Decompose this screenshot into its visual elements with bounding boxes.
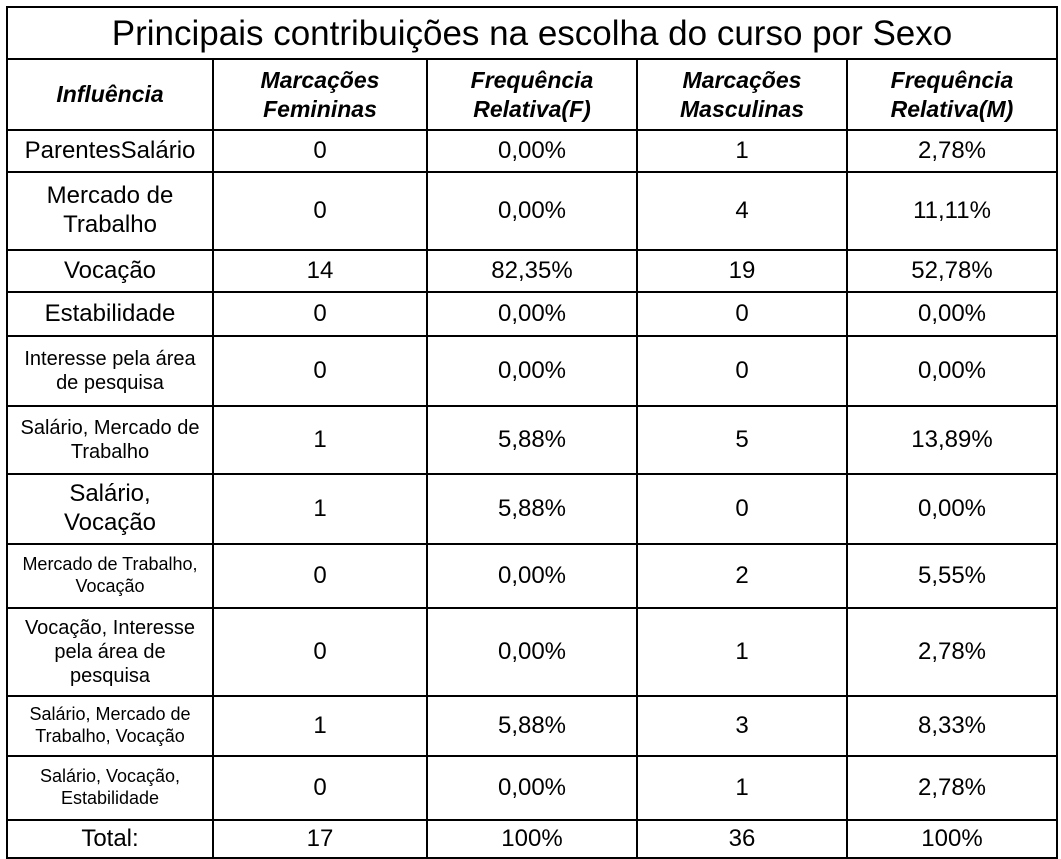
cell-freq-m: 5,55% (846, 543, 1058, 609)
cell-fem: 0 (212, 607, 428, 697)
cell-fem: 0 (212, 543, 428, 609)
total-label: Total: (6, 819, 214, 859)
data-table: Principais contribuições na escolha do c… (6, 6, 1058, 859)
cell-freq-m: 0,00% (846, 473, 1058, 545)
cell-masc: 0 (636, 291, 848, 337)
cell-freq-f: 0,00% (426, 543, 638, 609)
cell-freq-f: 0,00% (426, 755, 638, 821)
cell-masc: 3 (636, 695, 848, 757)
row-label: Vocação (6, 249, 214, 293)
table-row: Salário, Vocação 1 5,88% 0 0,00% (6, 473, 1058, 545)
row-label: ParentesSalário (6, 129, 214, 173)
cell-masc: 1 (636, 755, 848, 821)
total-freq-f: 100% (426, 819, 638, 859)
cell-freq-m: 0,00% (846, 335, 1058, 407)
cell-masc: 0 (636, 335, 848, 407)
cell-masc: 2 (636, 543, 848, 609)
cell-fem: 0 (212, 755, 428, 821)
table-row: Interesse pela área de pesquisa 0 0,00% … (6, 335, 1058, 407)
cell-freq-m: 11,11% (846, 171, 1058, 251)
table-row: Salário, Mercado de Trabalho, Vocação 1 … (6, 695, 1058, 757)
cell-freq-f: 5,88% (426, 405, 638, 475)
cell-fem: 0 (212, 335, 428, 407)
row-label: Salário, Vocação, Estabilidade (6, 755, 214, 821)
cell-freq-f: 5,88% (426, 695, 638, 757)
total-row: Total: 17 100% 36 100% (6, 819, 1058, 859)
cell-fem: 0 (212, 129, 428, 173)
cell-fem: 0 (212, 171, 428, 251)
cell-freq-m: 2,78% (846, 129, 1058, 173)
cell-freq-f: 0,00% (426, 171, 638, 251)
table-row: Estabilidade 0 0,00% 0 0,00% (6, 291, 1058, 337)
cell-freq-m: 2,78% (846, 755, 1058, 821)
total-masc: 36 (636, 819, 848, 859)
row-label: Interesse pela área de pesquisa (6, 335, 214, 407)
header-marcacoes-femininas: Marcações Femininas (212, 58, 428, 131)
cell-freq-f: 0,00% (426, 607, 638, 697)
cell-masc: 1 (636, 607, 848, 697)
row-label: Mercado de Trabalho (6, 171, 214, 251)
cell-fem: 0 (212, 291, 428, 337)
cell-freq-m: 2,78% (846, 607, 1058, 697)
table-row: Vocação 14 82,35% 19 52,78% (6, 249, 1058, 293)
cell-freq-f: 82,35% (426, 249, 638, 293)
header-frequencia-relativa-f: Frequência Relativa(F) (426, 58, 638, 131)
cell-freq-f: 5,88% (426, 473, 638, 545)
table-title: Principais contribuições na escolha do c… (6, 6, 1058, 60)
cell-freq-m: 13,89% (846, 405, 1058, 475)
cell-masc: 4 (636, 171, 848, 251)
table-body: ParentesSalário 0 0,00% 1 2,78% Mercado … (6, 129, 1058, 859)
table-row: ParentesSalário 0 0,00% 1 2,78% (6, 129, 1058, 173)
cell-freq-m: 8,33% (846, 695, 1058, 757)
cell-fem: 14 (212, 249, 428, 293)
header-influencia: Influência (6, 58, 214, 131)
row-label: Mercado de Trabalho, Vocação (6, 543, 214, 609)
table-row: Mercado de Trabalho, Vocação 0 0,00% 2 5… (6, 543, 1058, 609)
header-marcacoes-masculinas: Marcações Masculinas (636, 58, 848, 131)
cell-fem: 1 (212, 695, 428, 757)
total-fem: 17 (212, 819, 428, 859)
cell-freq-m: 52,78% (846, 249, 1058, 293)
row-label: Salário, Mercado de Trabalho (6, 405, 214, 475)
cell-masc: 5 (636, 405, 848, 475)
cell-fem: 1 (212, 473, 428, 545)
cell-masc: 19 (636, 249, 848, 293)
total-freq-m: 100% (846, 819, 1058, 859)
row-label: Salário, Mercado de Trabalho, Vocação (6, 695, 214, 757)
cell-masc: 0 (636, 473, 848, 545)
cell-freq-f: 0,00% (426, 335, 638, 407)
row-label: Salário, Vocação (6, 473, 214, 545)
table-row: Mercado de Trabalho 0 0,00% 4 11,11% (6, 171, 1058, 251)
cell-freq-f: 0,00% (426, 291, 638, 337)
row-label: Estabilidade (6, 291, 214, 337)
cell-freq-m: 0,00% (846, 291, 1058, 337)
cell-freq-f: 0,00% (426, 129, 638, 173)
cell-fem: 1 (212, 405, 428, 475)
table-row: Salário, Vocação, Estabilidade 0 0,00% 1… (6, 755, 1058, 821)
cell-masc: 1 (636, 129, 848, 173)
header-frequencia-relativa-m: Frequência Relativa(M) (846, 58, 1058, 131)
row-label: Vocação, Interesse pela área de pesquisa (6, 607, 214, 697)
table-row: Vocação, Interesse pela área de pesquisa… (6, 607, 1058, 697)
table-row: Salário, Mercado de Trabalho 1 5,88% 5 1… (6, 405, 1058, 475)
